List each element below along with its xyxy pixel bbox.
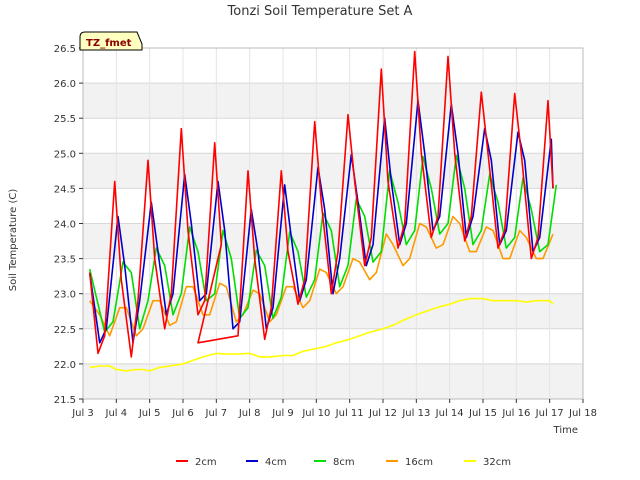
x-tick-label: Jul 3 (71, 408, 94, 419)
y-tick-label: 26.0 (54, 79, 76, 90)
x-tick-label: Jul 10 (301, 408, 330, 419)
series-lines (88, 50, 558, 372)
x-tick-label: Jul 13 (401, 408, 430, 419)
x-tick-label: Jul 14 (435, 408, 464, 419)
y-tick-label: 25.0 (54, 149, 76, 160)
x-tick-label: Jul 17 (535, 408, 564, 419)
series-line-32cm (89, 297, 554, 372)
x-tick-label: Jul 6 (171, 408, 194, 419)
series-line-16cm (89, 215, 554, 337)
y-tick-label: 21.5 (54, 395, 76, 406)
y-tick-label: 23.5 (54, 255, 76, 266)
plot-band (83, 363, 583, 399)
y-tick-label: 23.0 (54, 290, 76, 301)
series-line-2cm (88, 50, 554, 358)
x-tick-label: Jul 7 (205, 408, 228, 419)
y-axis-label: Soil Temperature (C) (8, 189, 19, 292)
legend-label-2cm: 2cm (195, 457, 217, 468)
legend-label-8cm: 8cm (333, 457, 355, 468)
legend-label-4cm: 4cm (265, 457, 287, 468)
plot-band (83, 293, 583, 329)
y-tick-label: 26.5 (54, 44, 76, 55)
x-tick-label: Jul 18 (568, 408, 597, 419)
badge-label: TZ_fmet (86, 38, 132, 49)
plot-band (83, 83, 583, 119)
y-tick-label: 22.0 (54, 360, 76, 371)
x-tick-label: Jul 15 (468, 408, 497, 419)
x-tick-label: Jul 9 (271, 408, 294, 419)
legend-label-16cm: 16cm (405, 457, 433, 468)
x-axis-label: Time (553, 425, 578, 436)
y-tick-label: 22.5 (54, 325, 76, 336)
x-tick-label: Jul 4 (105, 408, 128, 419)
y-tick-label: 24.5 (54, 184, 76, 195)
legend-label-32cm: 32cm (483, 457, 511, 468)
badge: TZ_fmet (79, 31, 143, 51)
x-tick-label: Jul 11 (335, 408, 364, 419)
x-tick-label: Jul 8 (238, 408, 261, 419)
x-tick-label: Jul 12 (368, 408, 397, 419)
chart-title: Tonzi Soil Temperature Set A (227, 4, 413, 19)
series-line-8cm (88, 154, 558, 334)
x-tick-label: Jul 16 (501, 408, 530, 419)
y-tick-label: 25.5 (54, 114, 76, 125)
x-tick-label: Jul 5 (138, 408, 161, 419)
legend: 2cm 4cm 8cm 16cm 32cm (176, 457, 511, 468)
y-axis-ticks: 21.5 22.0 22.5 23.0 23.5 24.0 24.5 25.0 25.5 26.0… (54, 44, 83, 406)
plot-band (83, 153, 583, 189)
badge-box (79, 31, 143, 51)
y-tick-label: 24.0 (54, 220, 76, 231)
x-axis-ticks: Jul 3 Jul 4 Jul 5 Jul 6 Jul 7 Jul 8 Jul 9 Jul 1… (71, 399, 597, 419)
